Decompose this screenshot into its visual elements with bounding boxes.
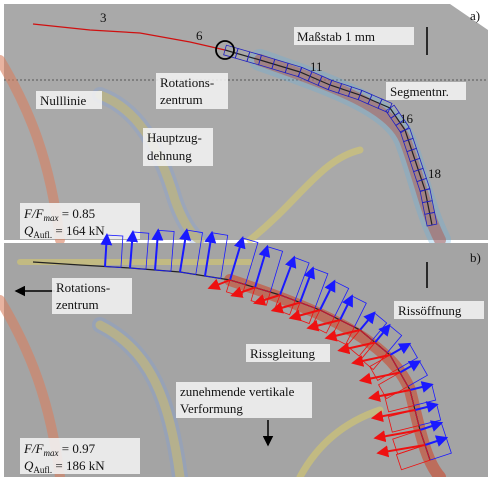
support-load-sub: Aufl. xyxy=(33,230,52,240)
load-ratio-value: = 0.85 xyxy=(59,206,96,221)
strain-label: Hauptzug- xyxy=(147,130,202,145)
load-ratio-sub: max xyxy=(44,213,59,223)
deformation-label: Verformung xyxy=(180,401,243,416)
load-ratio-symbol: F/F xyxy=(23,206,45,221)
rotation-center-label: zentrum xyxy=(56,297,99,312)
support-load-sub: Aufl. xyxy=(33,465,52,475)
load-ratio-symbol: F/F xyxy=(23,441,45,456)
segment-number: 3 xyxy=(100,10,107,25)
load-ratio-value: = 0.97 xyxy=(59,441,96,456)
crack-opening-label: Rissöffnung xyxy=(398,303,462,318)
crack-sliding-label: Rissgleitung xyxy=(250,346,316,361)
rotation-center-label: Rotations- xyxy=(160,75,214,90)
support-load-value: = 186 kN xyxy=(52,458,105,473)
deformation-label: zunehmende vertikale xyxy=(180,384,295,399)
panel-tag: b) xyxy=(470,250,481,265)
segment-number: 11 xyxy=(310,59,323,74)
segment-number: 6 xyxy=(196,28,203,43)
segment-number: 16 xyxy=(400,111,414,126)
strain-label: dehnung xyxy=(147,148,192,163)
zero-line-label: Nulllinie xyxy=(40,93,86,108)
page: Rissbild html, body { margin: 0; padding… xyxy=(0,0,488,477)
rotation-center-label: Rotations- xyxy=(56,280,110,295)
load-ratio-sub: max xyxy=(44,448,59,458)
rotation-center-label: zentrum xyxy=(160,92,203,107)
figure: 3 6 11 16 18 a) Maßstab 1 mm Rotations- … xyxy=(0,0,488,477)
segment-number: 18 xyxy=(428,166,441,181)
body: { "panel_a": { "tag": "a)", "segment_num… xyxy=(0,0,488,477)
panel-b: b) Rotations- zentrum Rissöffnung Rissgl… xyxy=(0,230,488,477)
load-ratio: F/Fmax = 0.97 xyxy=(23,441,96,458)
panel-tag: a) xyxy=(470,8,480,23)
segment-label: Segmentnr. xyxy=(390,84,449,99)
panel-a: 3 6 11 16 18 a) Maßstab 1 mm Rotations- … xyxy=(0,4,488,240)
scale-label: Maßstab 1 mm xyxy=(297,29,375,44)
load-ratio: F/Fmax = 0.85 xyxy=(23,206,95,223)
support-load-value: = 164 kN xyxy=(52,223,105,238)
